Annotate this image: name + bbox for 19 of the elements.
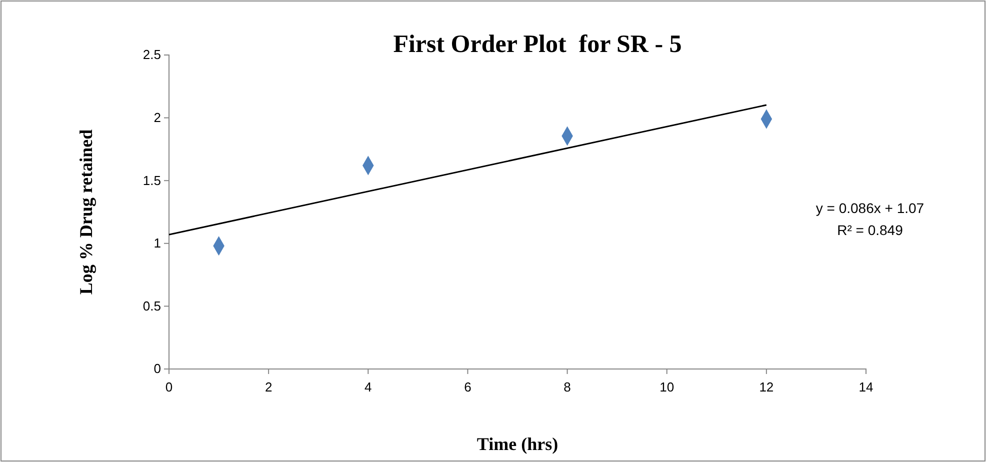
y-tick-label: 0.5 (142, 298, 161, 314)
y-tick-label: 2.5 (142, 47, 161, 62)
x-tick-label: 10 (660, 379, 674, 394)
x-tick-label: 6 (464, 379, 472, 394)
x-tick-label: 2 (264, 379, 272, 394)
y-tick-label: 1.5 (142, 172, 161, 188)
x-tick-label: 0 (165, 379, 173, 394)
x-tick-label: 4 (364, 379, 372, 394)
x-tick-label: 14 (858, 379, 874, 394)
chart-title: First Order Plot for SR - 5 (393, 31, 682, 58)
x-tick-label: 8 (564, 379, 571, 394)
annotation: R² = 0.849 (837, 222, 904, 238)
y-tick-label: 1 (154, 236, 161, 251)
x-axis-title: Time (hrs) (476, 434, 558, 454)
y-axis-title: Log % Drug retained (76, 129, 96, 295)
y-tick-label: 0 (154, 361, 161, 376)
annotation: y = 0.086x + 1.07 (816, 200, 924, 216)
y-tick-label: 2 (154, 110, 161, 125)
x-tick-label: 12 (759, 379, 774, 394)
